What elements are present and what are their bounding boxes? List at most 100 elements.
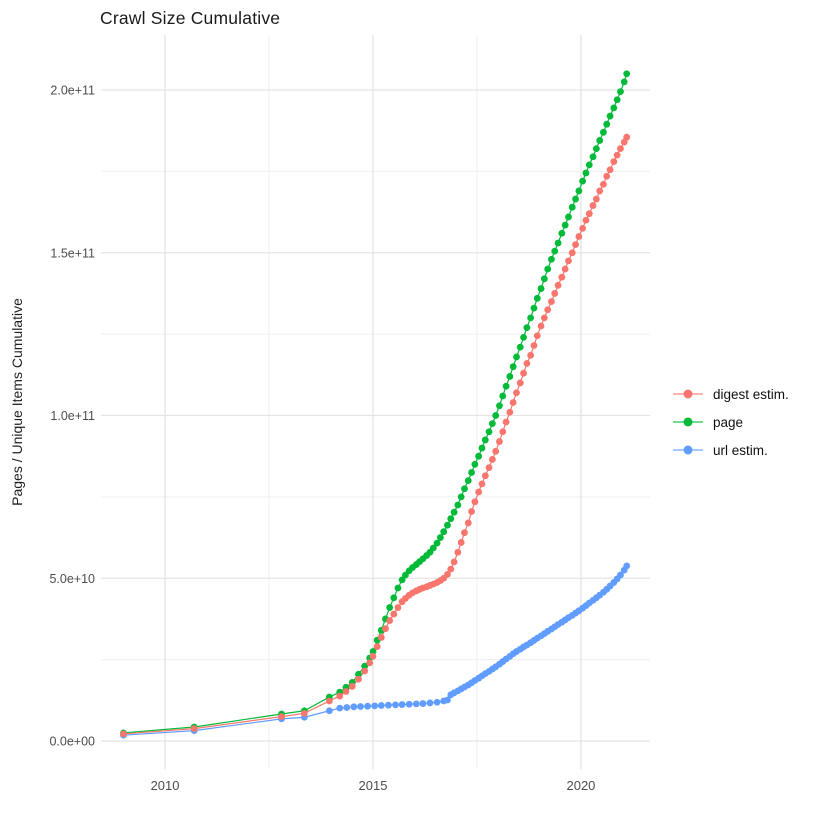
legend-entry-digest-estim: digest estim. xyxy=(672,380,789,408)
series-point-digest-estim- xyxy=(530,342,538,349)
series-point-url-estim- xyxy=(617,571,624,579)
series-point-digest-estim- xyxy=(520,369,527,377)
series-point-url-estim- xyxy=(377,702,385,709)
series-point-page xyxy=(509,363,517,371)
series-point-page xyxy=(589,153,597,161)
series-point-digest-estim- xyxy=(478,480,486,488)
series-point-url-estim- xyxy=(419,700,427,707)
y-axis-title: Pages / Unique Items Cumulative xyxy=(9,298,25,506)
series-point-page xyxy=(558,229,566,237)
y-tick-label: 1.5e+11 xyxy=(50,246,95,260)
series-point-digest-estim- xyxy=(537,322,545,330)
series-point-digest-estim- xyxy=(596,187,604,195)
series-point-page xyxy=(537,285,545,292)
y-tick-label: 5.0e+10 xyxy=(49,572,95,586)
series-point-digest-estim- xyxy=(369,652,377,660)
series-point-digest-estim- xyxy=(613,151,621,159)
series-point-digest-estim- xyxy=(475,488,483,496)
series-point-page xyxy=(544,265,552,273)
series-point-url-estim- xyxy=(325,707,333,715)
series-point-digest-estim- xyxy=(355,675,362,683)
series-point-digest-estim- xyxy=(516,379,524,387)
series-point-page xyxy=(527,314,535,322)
series-point-page xyxy=(623,70,631,78)
series-point-page xyxy=(454,501,462,509)
series-point-digest-estim- xyxy=(450,558,458,566)
x-tick-label: 2010 xyxy=(151,778,180,793)
series-point-digest-estim- xyxy=(603,172,611,180)
series-point-digest-estim- xyxy=(506,408,514,416)
series-point-page xyxy=(523,324,531,332)
series-point-digest-estim- xyxy=(325,697,333,705)
series-point-digest-estim- xyxy=(502,418,510,426)
series-point-page xyxy=(561,221,569,229)
series-point-digest-estim- xyxy=(386,617,394,624)
series-point-digest-estim- xyxy=(606,166,614,174)
series-point-page xyxy=(369,648,377,655)
series-point-digest-estim- xyxy=(492,447,500,455)
series-point-digest-estim- xyxy=(454,548,462,556)
series-point-digest-estim- xyxy=(496,438,503,445)
series-point-page xyxy=(398,576,406,584)
series-point-url-estim- xyxy=(371,702,379,710)
series-point-page xyxy=(499,392,507,400)
legend: digest estim. page url estim. xyxy=(672,380,789,464)
series-point-page xyxy=(520,333,527,341)
legend-label-page: page xyxy=(713,414,744,430)
series-point-page xyxy=(582,169,590,177)
series-point-page xyxy=(361,662,369,670)
series-point-digest-estim- xyxy=(461,529,468,537)
series-point-digest-estim- xyxy=(278,713,285,720)
series-point-digest-estim- xyxy=(523,360,531,367)
series-point-url-estim- xyxy=(623,562,631,570)
y-tick-label: 2.0e+11 xyxy=(50,84,95,98)
series-point-digest-estim- xyxy=(600,181,607,188)
series-point-page xyxy=(433,539,441,547)
series-point-page xyxy=(471,460,479,468)
series-point-url-estim- xyxy=(412,700,420,708)
series-point-url-estim- xyxy=(405,700,413,708)
series-point-page xyxy=(457,493,465,501)
series-point-page xyxy=(565,213,572,221)
series-point-digest-estim- xyxy=(471,498,479,506)
series-point-digest-estim- xyxy=(300,709,308,717)
series-point-page xyxy=(575,187,583,195)
series-point-page xyxy=(481,436,489,444)
series-point-digest-estim- xyxy=(551,290,559,297)
series-point-digest-estim- xyxy=(488,456,496,463)
series-point-page xyxy=(579,177,587,185)
series-line-page xyxy=(123,73,628,734)
series-point-page xyxy=(620,78,628,86)
series-point-page xyxy=(551,247,559,255)
legend-key-url-icon xyxy=(672,443,704,457)
series-point-page xyxy=(440,528,448,536)
legend-key-digest-icon xyxy=(672,387,704,401)
series-point-page xyxy=(600,128,607,136)
series-point-digest-estim- xyxy=(561,265,569,273)
series-point-page xyxy=(355,670,362,678)
series-point-page xyxy=(585,161,593,169)
series-point-digest-estim- xyxy=(533,332,541,340)
series-point-page xyxy=(606,112,614,120)
series-point-url-estim- xyxy=(336,704,344,712)
series-point-page xyxy=(394,584,402,592)
series-point-page xyxy=(464,477,472,485)
series-point-digest-estim- xyxy=(361,667,369,675)
series-point-page xyxy=(488,420,496,428)
series-point-digest-estim- xyxy=(585,210,593,218)
series-point-digest-estim- xyxy=(336,692,344,700)
series-point-digest-estim- xyxy=(342,688,350,695)
series-point-page xyxy=(540,275,548,283)
series-point-digest-estim- xyxy=(373,643,381,651)
series-point-url-estim- xyxy=(392,701,399,709)
series-point-url-estim- xyxy=(350,703,358,711)
series-point-page xyxy=(533,294,541,302)
x-tick-label: 2020 xyxy=(566,778,595,793)
series-point-page xyxy=(502,382,510,390)
series-point-digest-estim- xyxy=(382,625,389,633)
series-point-digest-estim- xyxy=(558,273,566,281)
series-point-url-estim- xyxy=(426,699,434,707)
series-point-digest-estim- xyxy=(509,399,517,406)
